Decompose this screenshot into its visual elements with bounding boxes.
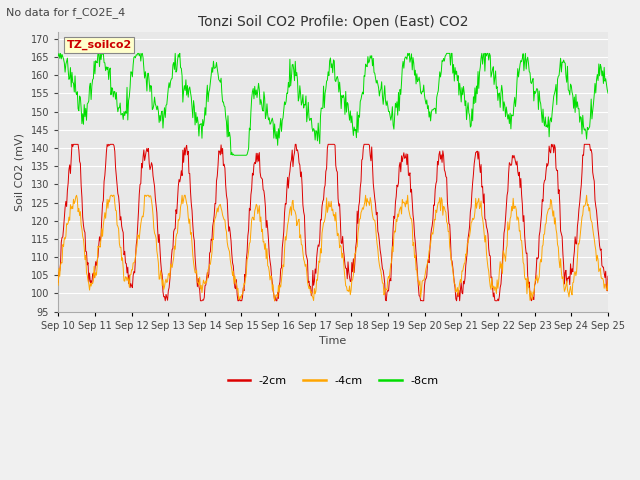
Legend: -2cm, -4cm, -8cm: -2cm, -4cm, -8cm bbox=[223, 371, 443, 390]
Title: Tonzi Soil CO2 Profile: Open (East) CO2: Tonzi Soil CO2 Profile: Open (East) CO2 bbox=[198, 15, 468, 29]
Text: TZ_soilco2: TZ_soilco2 bbox=[67, 40, 132, 50]
Y-axis label: Soil CO2 (mV): Soil CO2 (mV) bbox=[15, 132, 25, 211]
X-axis label: Time: Time bbox=[319, 336, 347, 346]
Text: No data for f_CO2E_4: No data for f_CO2E_4 bbox=[6, 7, 125, 18]
